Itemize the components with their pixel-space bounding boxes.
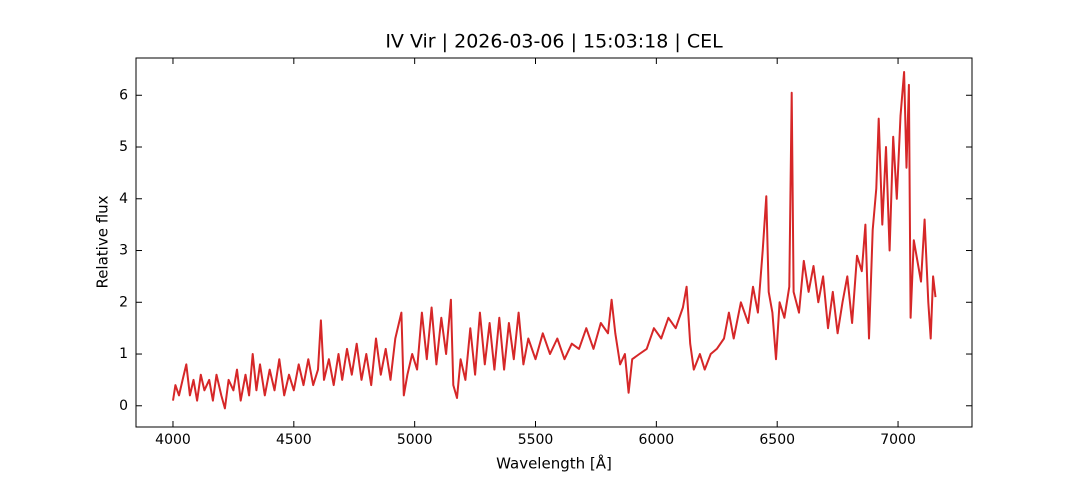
- x-tick-label: 6000: [639, 432, 675, 448]
- x-tick-label: 5500: [518, 432, 554, 448]
- y-tick-label: 2: [119, 294, 128, 310]
- y-tick-label: 5: [119, 139, 128, 155]
- x-tick-label: 7000: [880, 432, 916, 448]
- y-tick-label: 3: [119, 243, 128, 259]
- plot-frame: [135, 57, 973, 428]
- x-tick-label: 5000: [397, 432, 433, 448]
- y-tick-label: 4: [119, 191, 128, 207]
- spectrum-line: [172, 71, 937, 410]
- x-tick-label: 6500: [759, 432, 795, 448]
- y-tick-label: 0: [119, 398, 128, 414]
- x-tick-label: 4000: [155, 432, 191, 448]
- y-tick-label: 6: [119, 87, 128, 103]
- x-tick-label: 4500: [276, 432, 312, 448]
- y-tick-label: 1: [119, 346, 128, 362]
- x-axis-label: Wavelength [Å]: [496, 454, 612, 473]
- chart-title: IV Vir | 2026-03-06 | 15:03:18 | CEL: [385, 31, 723, 53]
- y-axis-label: Relative flux: [94, 195, 112, 288]
